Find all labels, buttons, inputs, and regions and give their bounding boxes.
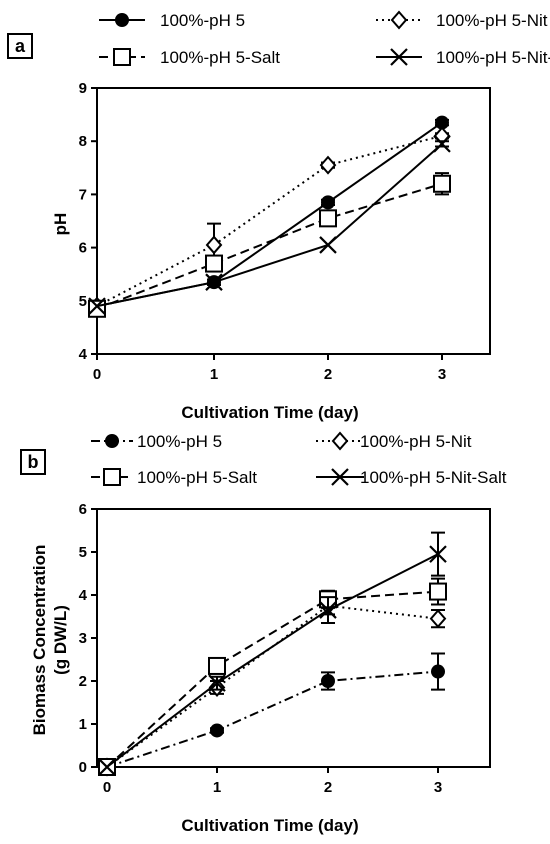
- data-point: [433, 135, 451, 153]
- panel-a-plot: 4 5 6 7 8 9 0 1 2 3: [79, 80, 491, 383]
- panel-a-tag: a: [15, 36, 26, 56]
- panel-a-xlabel: Cultivation Time (day): [181, 403, 358, 422]
- legend-marker: [331, 431, 349, 451]
- data-point: [429, 582, 447, 601]
- legend-marker: [103, 468, 121, 486]
- legend-marker: [390, 48, 408, 66]
- legend-label: 100%-pH 5-Salt: [137, 468, 257, 487]
- data-point: [208, 674, 226, 692]
- legend-label: 100%-pH 5-Nit: [360, 432, 472, 451]
- legend-marker: [331, 468, 349, 486]
- data-point: [431, 664, 445, 679]
- series-1: [90, 115, 449, 314]
- series-4: [88, 135, 451, 315]
- series-4: [98, 531, 447, 776]
- panel-b-ylabel: Biomass Concentration: [30, 545, 49, 736]
- legend-label: 100%-pH 5-Nit-Salt: [360, 468, 507, 487]
- legend-entry: 100%-pH 5-Nit-Salt: [316, 468, 507, 487]
- data-point: [321, 674, 335, 688]
- panel-b-tag: b: [28, 452, 39, 472]
- legend-label: 100%-pH 5: [137, 432, 222, 451]
- data-point: [433, 174, 451, 193]
- legend-label: 100%-pH 5-Nit: [436, 11, 548, 30]
- panel-b-xlabel: Cultivation Time (day): [181, 816, 358, 835]
- x-tick-label: 2: [324, 366, 332, 383]
- legend-marker: [105, 434, 119, 448]
- legend-entry: 100%-pH 5-Salt: [91, 468, 257, 487]
- data-point: [319, 236, 337, 254]
- y-tick-label: 6: [79, 501, 87, 518]
- panel-a-tag-box: [7, 33, 33, 59]
- x-tick-label: 3: [434, 779, 442, 796]
- series-1: [100, 652, 445, 774]
- data-point: [429, 609, 447, 629]
- series-line: [96, 121, 443, 308]
- y-tick-label: 2: [79, 673, 87, 690]
- data-point: [435, 115, 449, 130]
- legend-entry: 100%-pH 5-Nit: [316, 431, 472, 451]
- data-point: [88, 299, 106, 318]
- panel-b-tag-box: [20, 449, 46, 475]
- series-line: [106, 553, 439, 768]
- data-point: [321, 195, 335, 210]
- y-tick-label: 8: [79, 133, 87, 150]
- x-tick-label: 0: [103, 779, 111, 796]
- x-tick-label: 3: [438, 366, 446, 383]
- series-3: [98, 577, 447, 776]
- legend-label: 100%-pH 5: [160, 11, 245, 30]
- legend-entry: 100%-pH 5-Nit: [376, 10, 548, 30]
- y-tick-label: 1: [79, 716, 87, 733]
- x-tick-label: 1: [213, 779, 221, 796]
- series-line: [96, 134, 443, 308]
- data-point: [429, 545, 447, 563]
- y-tick-label: 7: [79, 186, 87, 203]
- plot-frame: [96, 87, 491, 355]
- data-point: [319, 209, 337, 228]
- panel-b-legend: 100%-pH 5 100%-pH 5-Nit 100%-pH 5-Salt 100%…: [91, 431, 507, 487]
- legend-entry: 100%-pH 5-Salt: [99, 48, 280, 67]
- legend-marker: [115, 13, 129, 27]
- legend-marker: [113, 48, 131, 66]
- legend-label: 100%-pH 5-Nit-Salt: [436, 48, 550, 67]
- x-tick-label: 1: [210, 366, 218, 383]
- y-tick-label: 9: [79, 80, 87, 97]
- data-point: [319, 601, 337, 619]
- series-line: [106, 590, 439, 768]
- data-point: [210, 723, 224, 738]
- panel-a-legend: 100%-pH 5 100%-pH 5-Nit 100%-pH 5-Salt 100%…: [99, 10, 550, 67]
- series-line: [96, 182, 443, 310]
- legend-label: 100%-pH 5-Salt: [160, 48, 280, 67]
- legend-entry: 100%-pH 5: [91, 432, 222, 451]
- y-tick-label: 5: [79, 293, 87, 310]
- legend-entry: 100%-pH 5-Nit-Salt: [376, 48, 550, 67]
- legend-marker: [390, 10, 408, 30]
- panel-b-plot: 0 1 2 3 4 5 6 0 1 2 3: [79, 501, 491, 796]
- panel-b-ylabel-units: (g DW/L): [51, 605, 70, 675]
- y-tick-label: 4: [79, 346, 88, 363]
- data-point: [88, 297, 106, 315]
- y-tick-label: 3: [79, 630, 87, 647]
- y-tick-label: 4: [79, 587, 88, 604]
- data-point: [205, 273, 223, 291]
- data-point: [205, 235, 223, 255]
- series-2: [98, 596, 447, 777]
- panel-a-ylabel: pH: [51, 213, 70, 236]
- y-tick-label: 0: [79, 759, 87, 776]
- series-line: [106, 670, 439, 768]
- x-tick-label: 0: [93, 366, 101, 383]
- legend-entry: 100%-pH 5: [99, 11, 245, 30]
- y-tick-label: 5: [79, 544, 87, 561]
- series-3: [88, 172, 451, 318]
- data-point: [205, 254, 223, 273]
- data-point: [98, 758, 116, 776]
- series-line: [96, 143, 443, 308]
- data-point: [208, 656, 226, 675]
- x-tick-label: 2: [324, 779, 332, 796]
- series-line: [106, 604, 439, 768]
- y-tick-label: 6: [79, 240, 87, 257]
- data-point: [319, 155, 337, 175]
